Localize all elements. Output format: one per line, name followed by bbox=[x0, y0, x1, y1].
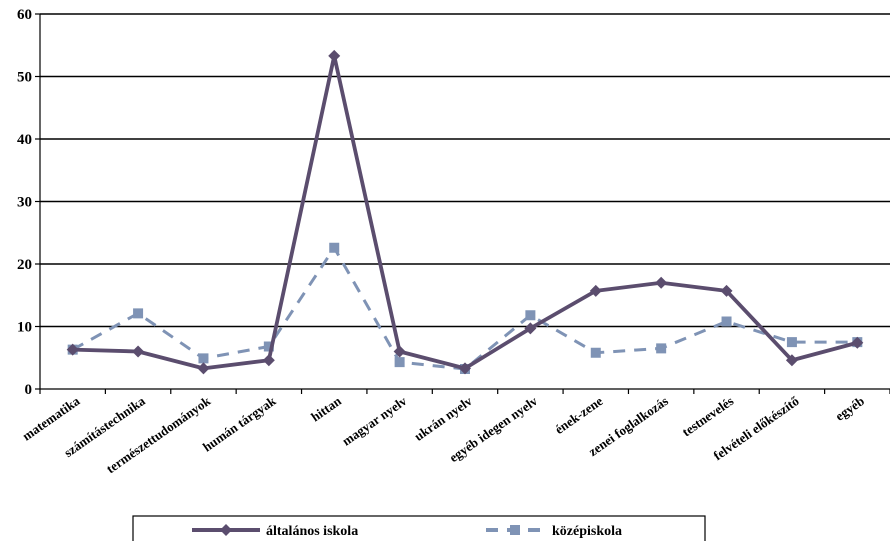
data-point-square bbox=[133, 308, 144, 319]
data-point-diamond bbox=[66, 343, 79, 356]
x-tick-label: ének-zene bbox=[552, 393, 606, 437]
data-point-diamond bbox=[393, 345, 406, 358]
data-point-square bbox=[329, 242, 340, 253]
y-tick-label: 30 bbox=[17, 195, 32, 211]
data-point-square bbox=[394, 357, 405, 368]
y-tick-label: 60 bbox=[17, 7, 32, 23]
data-point-square bbox=[198, 353, 209, 364]
data-point-diamond bbox=[459, 362, 471, 375]
x-tick-label: humán tárgyak bbox=[200, 393, 279, 455]
y-tick-label: 50 bbox=[17, 70, 32, 86]
data-point-diamond bbox=[197, 362, 210, 375]
y-tick-label: 0 bbox=[25, 382, 33, 398]
data-point-square bbox=[656, 343, 667, 354]
x-tick-label: hittan bbox=[308, 393, 344, 425]
data-point-square bbox=[525, 310, 536, 321]
series-lines bbox=[66, 49, 864, 375]
x-tick-label: természettudományok bbox=[103, 393, 213, 477]
x-tick-label: testnevelés bbox=[679, 393, 736, 439]
series-altalanos-iskola bbox=[66, 49, 864, 375]
x-axis-ticks: matematikaszámítástechnikatermészettudom… bbox=[19, 389, 890, 476]
legend-marker-square bbox=[510, 525, 520, 535]
data-point-diamond bbox=[720, 284, 733, 297]
legend-item-altalanos: általános iskola bbox=[192, 524, 358, 539]
series-line bbox=[71, 246, 858, 371]
data-point-square bbox=[786, 337, 797, 348]
data-point-diamond bbox=[785, 354, 798, 367]
x-tick-label: matematika bbox=[19, 393, 82, 444]
legend-item-kozepiskola: középiskola bbox=[486, 524, 622, 539]
x-tick-label: ukrán nyelv bbox=[411, 393, 475, 444]
data-point-diamond bbox=[851, 336, 864, 349]
data-point-diamond bbox=[524, 322, 537, 335]
y-axis-ticks: 0 10 20 30 40 50 60 bbox=[17, 7, 40, 398]
legend-label-altalanos: általános iskola bbox=[266, 524, 358, 539]
legend-marker-diamond bbox=[220, 524, 232, 536]
data-point-diamond bbox=[328, 49, 341, 62]
gridlines bbox=[40, 13, 890, 328]
x-tick-label: magyar nyelv bbox=[339, 393, 410, 449]
data-point-diamond bbox=[132, 345, 145, 358]
legend-label-kozepiskola: középiskola bbox=[552, 524, 622, 539]
data-point-diamond bbox=[262, 354, 275, 367]
data-point-diamond bbox=[655, 276, 668, 289]
series-line bbox=[72, 53, 858, 371]
x-tick-label: egyéb bbox=[832, 393, 867, 424]
data-point-square bbox=[721, 316, 732, 327]
data-point-diamond bbox=[589, 284, 602, 297]
y-tick-label: 40 bbox=[17, 132, 32, 148]
y-tick-label: 10 bbox=[17, 320, 32, 336]
y-tick-label: 20 bbox=[17, 257, 32, 273]
data-point-square bbox=[590, 347, 601, 358]
data-point-square bbox=[263, 341, 274, 352]
legend: általános iskola középiskola bbox=[132, 515, 706, 546]
